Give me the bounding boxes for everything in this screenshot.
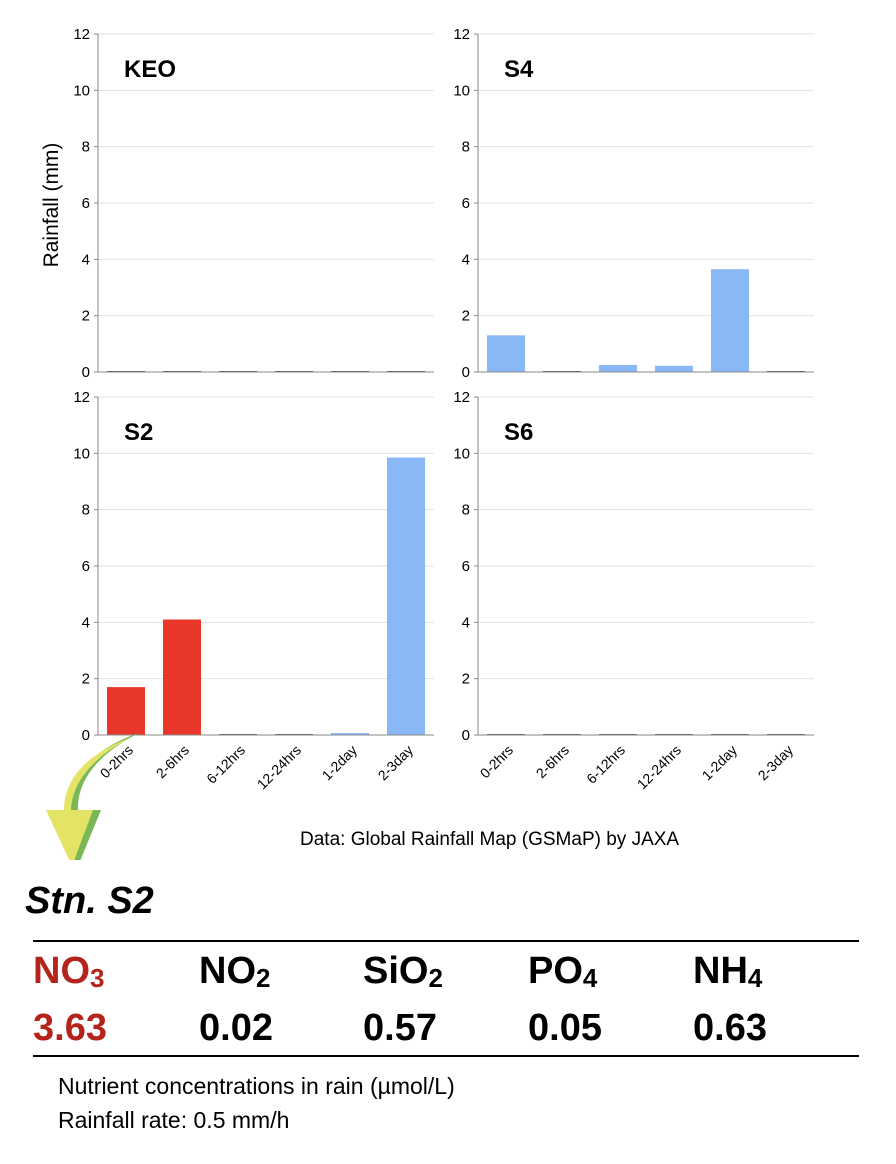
y-tick-label: 8 (82, 139, 90, 156)
y-tick-label: 12 (453, 26, 470, 43)
bar-2-3day (387, 457, 425, 735)
y-tick-label: 12 (73, 389, 90, 406)
x-tick-label: 1-2day (319, 742, 361, 784)
y-tick-label: 6 (82, 195, 90, 212)
rainfall-rate-note: Rainfall rate: 0.5 mm/h (58, 1107, 290, 1133)
x-tick-label: 12-24hrs (634, 742, 684, 792)
y-tick-label: 2 (82, 671, 90, 688)
rainfall-charts: 0 2 4 6 8 10 12 KEO 0 2 4 6 8 10 12 S4 0 2 4 6 8 10 12 0-2hrs 2-… (40, 26, 814, 860)
nutrient-name-nh4: NH4 (693, 950, 763, 993)
y-axis-label: Rainfall (mm) (40, 143, 63, 268)
panel-s4: 0 2 4 6 8 10 12 S4 (453, 26, 814, 381)
y-tick-label: 10 (453, 445, 470, 462)
data-source-note: Data: Global Rainfall Map (GSMaP) by JAX… (300, 829, 680, 850)
y-tick-label: 2 (462, 308, 470, 325)
nutrient-name-po4: PO4 (528, 950, 598, 993)
x-tick-label: 12-24hrs (254, 742, 304, 792)
nutrient-name-sio2: SiO2 (363, 950, 443, 993)
table-top-rule (33, 940, 859, 942)
x-tick-label: 1-2day (699, 742, 741, 784)
bar-0-2hrs (487, 335, 525, 372)
y-tick-label: 2 (462, 671, 470, 688)
y-tick-label: 6 (462, 558, 470, 575)
x-tick-label: 2-3day (755, 742, 797, 784)
station-title: Stn. S2 (25, 880, 154, 922)
y-tick-label: 0 (82, 364, 90, 381)
x-tick-label: 0-2hrs (97, 742, 136, 781)
y-tick-label: 10 (73, 445, 90, 462)
y-tick-label: 0 (82, 727, 90, 744)
bar-6-12hrs (599, 364, 637, 372)
y-tick-label: 8 (462, 502, 470, 519)
panel-s6: 0 2 4 6 8 10 12 0-2hrs 2-6hrs 6-12hrs 12-24hrs 1-2d… (453, 389, 814, 792)
nutrient-value-sio2: 0.57 (363, 1007, 437, 1049)
nutrient-name-no3: NO3 (33, 950, 105, 993)
x-tick-label: 2-6hrs (533, 742, 572, 781)
panel-title: S2 (124, 419, 153, 446)
x-tick-label: 6-12hrs (203, 742, 248, 787)
concentration-unit-note: Nutrient concentrations in rain (µmol/L) (58, 1073, 455, 1099)
y-tick-label: 2 (82, 308, 90, 325)
y-tick-label: 12 (453, 389, 470, 406)
panel-title: S6 (504, 419, 533, 446)
y-tick-label: 4 (82, 251, 90, 268)
panel-title: S4 (504, 56, 534, 83)
bar-12-24hrs (655, 365, 693, 372)
y-tick-label: 0 (462, 727, 470, 744)
y-tick-label: 6 (462, 195, 470, 212)
table-bottom-rule (33, 1055, 859, 1057)
y-tick-label: 6 (82, 558, 90, 575)
y-tick-label: 4 (462, 251, 470, 268)
nutrient-value-no2: 0.02 (199, 1007, 273, 1049)
panel-keo: 0 2 4 6 8 10 12 KEO (73, 26, 434, 381)
chart-panels: 0 2 4 6 8 10 12 KEO 0 2 4 6 8 10 12 S4 0 2 4 6 8 10 12 0-2hrs 2-… (73, 26, 814, 792)
y-tick-label: 8 (462, 139, 470, 156)
x-tick-label: 2-3day (375, 742, 417, 784)
nutrient-value-no3: 3.63 (33, 1007, 107, 1049)
x-tick-label: 0-2hrs (477, 742, 516, 781)
panel-s2: 0 2 4 6 8 10 12 0-2hrs 2-6hrs 6-12hrs 12-24hrs 1-2d… (73, 389, 434, 792)
bar-1-2day (331, 733, 369, 735)
bar-0-2hrs (107, 687, 145, 735)
panel-title: KEO (124, 56, 176, 83)
y-tick-label: 8 (82, 502, 90, 519)
arrow-down-icon (46, 733, 139, 860)
y-tick-label: 10 (73, 82, 90, 99)
x-tick-label: 2-6hrs (153, 742, 192, 781)
nutrient-name-no2: NO2 (199, 950, 271, 993)
nutrient-value-po4: 0.05 (528, 1007, 602, 1049)
nutrient-value-nh4: 0.63 (693, 1007, 767, 1049)
y-tick-label: 4 (462, 614, 470, 631)
bar-1-2day (711, 269, 749, 372)
y-tick-label: 4 (82, 614, 90, 631)
y-tick-label: 0 (462, 364, 470, 381)
y-tick-label: 12 (73, 26, 90, 43)
bar-2-6hrs (163, 619, 201, 735)
x-tick-label: 6-12hrs (583, 742, 628, 787)
y-tick-label: 10 (453, 82, 470, 99)
